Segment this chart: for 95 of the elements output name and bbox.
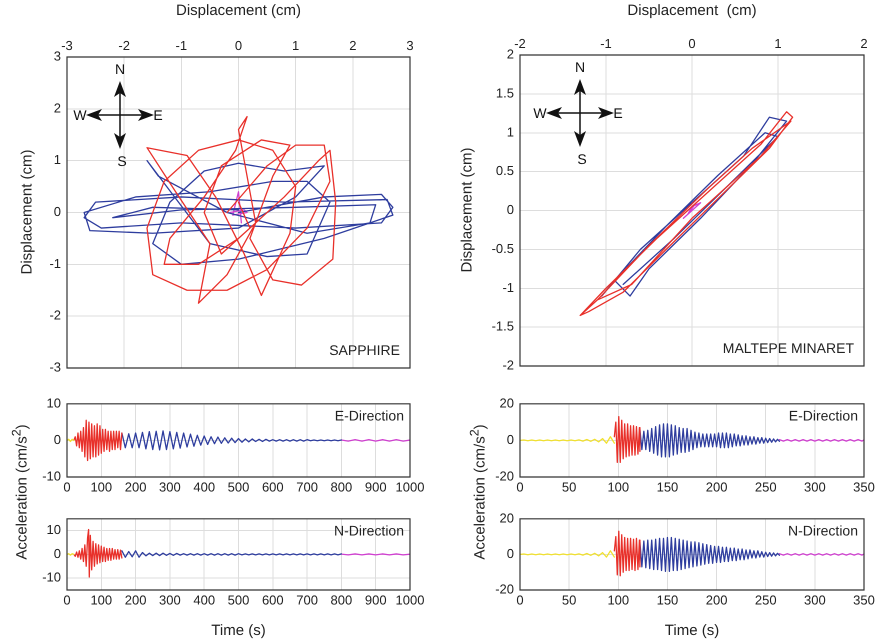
y-tick-label: 1 [506,124,514,140]
y-axis-title: Displacement (cm) [458,147,476,273]
x-tick-label: 1 [774,36,782,51]
y-tick-label: 1 [54,152,61,168]
annotation: MALTEPE MINARET [722,340,854,356]
annotation: N-Direction [334,522,404,539]
annotation: E-Direction [788,408,858,424]
y-tick-label: 0 [54,546,61,561]
y-tick-label: -10 [42,570,61,585]
x-tick-label: -1 [600,36,612,51]
x-tick-label: 350 [853,592,875,608]
y-tick-label: -3 [49,360,61,375]
y-tick-label: 0 [54,432,61,447]
x-tick-label: 600 [262,479,284,494]
x-tick-label: -2 [118,38,130,53]
x-tick-label: 100 [90,479,112,494]
x-tick-label: 500 [228,479,250,494]
x-axis-title: Time (s) [664,622,720,640]
y-tick-label: -2 [49,308,61,323]
x-tick-label: 50 [562,592,576,608]
y-tick-label: 0 [506,432,514,447]
x-tick-label: 800 [330,479,352,494]
x-tick-label: 1 [292,38,300,53]
y-tick-label: 0 [54,204,61,220]
x-tick-label: 150 [656,479,678,494]
x-tick-label: -1 [176,38,188,53]
annotation: N-Direction [788,522,858,539]
annotation: S [117,153,127,169]
y-tick-label: -2 [502,358,514,373]
x-tick-label: 700 [296,592,318,608]
y-tick-label: -1 [49,256,61,271]
y-tick-label: 20 [500,510,514,526]
x-tick-label: 300 [804,592,826,608]
y-tick-label: 10 [46,395,61,410]
y-tick-label: 0 [506,202,514,218]
x-tick-label: 150 [656,592,678,608]
annotation: W [73,107,87,123]
y-tick-label: -20 [495,582,514,597]
annotation: E [613,105,623,121]
x-tick-label: 100 [607,479,630,494]
annotation: N [574,59,586,75]
annotation: E [153,107,163,123]
y-tick-label: 20 [500,395,514,410]
y-tick-label: 10 [46,522,61,538]
y-tick-label: 1.5 [496,85,514,100]
x-axis-title: Displacement (cm) [176,2,302,20]
x-tick-label: 50 [562,479,576,494]
x-tick-label: 1000 [396,592,424,608]
x-tick-label: 200 [124,479,146,494]
x-tick-label: 100 [90,592,112,608]
x-tick-label: 200 [124,592,146,608]
y-tick-label: 0.5 [496,163,514,178]
x-tick-label: 1000 [396,479,424,494]
x-axis-title: Displacement (cm) [627,2,757,20]
y-tick-label: -20 [495,468,514,484]
y-tick-label: -1.5 [492,318,514,334]
x-tick-label: 0 [688,36,696,51]
x-tick-label: 300 [159,479,181,494]
y-axis-title: Displacement (cm) [18,149,36,275]
x-tick-label: 3 [406,38,414,53]
y-tick-label: -1 [502,280,514,295]
x-tick-label: 2 [349,38,356,53]
x-tick-label: 250 [754,479,777,494]
annotation: S [577,151,587,167]
x-tick-label: 250 [754,592,777,608]
x-tick-label: 300 [159,592,181,608]
y-tick-label: 3 [54,48,61,64]
x-tick-label: 600 [262,592,284,608]
annotation: W [533,105,547,121]
x-tick-label: 500 [228,592,250,608]
y-tick-label: -0.5 [492,240,514,256]
y-tick-label: 0 [506,546,514,561]
x-tick-label: 0 [516,479,524,494]
annotation: E-Direction [334,408,404,424]
x-tick-label: 0 [516,592,524,608]
x-tick-label: 0 [63,479,71,494]
x-tick-label: 800 [330,592,352,608]
x-tick-label: 200 [706,592,728,608]
x-tick-label: 400 [193,592,216,608]
x-tick-label: 900 [364,592,387,608]
y-tick-label: -10 [42,468,61,484]
x-tick-label: 900 [364,479,387,494]
x-tick-label: 0 [234,38,242,53]
annotation: SAPPHIRE [329,342,400,358]
x-tick-label: 300 [804,479,826,494]
x-tick-label: 700 [296,479,318,494]
x-tick-label: 400 [193,479,216,494]
x-tick-label: 350 [853,479,875,494]
x-tick-label: 100 [607,592,630,608]
x-axis-title: Time (s) [211,622,266,640]
x-tick-label: 2 [860,36,868,51]
y-tick-label: 2 [54,100,61,116]
annotation: N [114,61,126,77]
x-tick-label: 200 [706,479,728,494]
x-tick-label: 0 [63,592,71,608]
